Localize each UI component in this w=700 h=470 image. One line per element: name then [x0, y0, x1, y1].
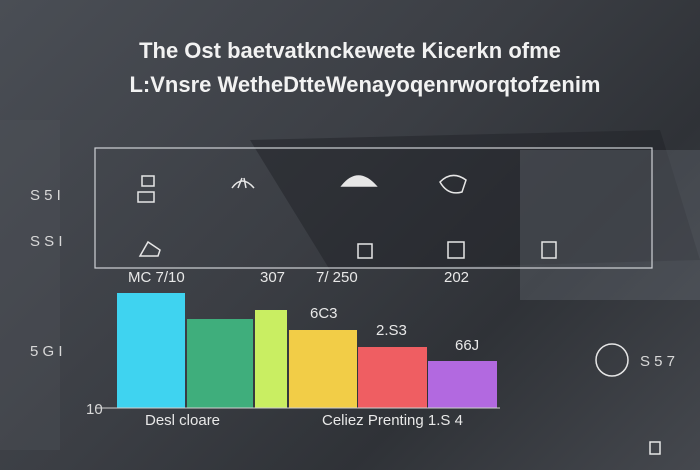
bg-screen: [520, 150, 700, 300]
side-label: S S I: [30, 233, 63, 250]
bar: [358, 347, 427, 408]
bar-label: 66J: [455, 337, 479, 354]
bg-paper: [0, 120, 60, 450]
bg-device: [250, 130, 700, 270]
bar-label: MC 7/10: [128, 269, 185, 286]
footer-label: Celiez Prenting 1.S 4: [322, 412, 463, 429]
icon-panel: [94, 147, 653, 269]
side-label: 5 G I: [30, 343, 63, 360]
bar-label: 6C3: [310, 305, 338, 322]
bar-label: 2.S3: [376, 322, 407, 339]
icons: [137, 174, 661, 455]
side-label: 10: [86, 401, 103, 418]
bar: [289, 330, 357, 408]
side-label: S 5 I: [30, 187, 61, 204]
right-label: S 5 7: [640, 353, 675, 370]
bar-label: 307: [260, 269, 285, 286]
bar: [187, 319, 253, 408]
bar: [255, 310, 287, 408]
title: The Ost baetvatknckewete Kicerkn ofme: [139, 38, 561, 63]
bar: [428, 361, 497, 408]
bar-label: 7/ 250: [316, 269, 358, 286]
bar: [117, 293, 185, 408]
subtitle: L:Vnsre WetheDtteWenayoqenrworqtofzenim: [129, 72, 600, 97]
footer-label: Desl cloare: [145, 412, 220, 429]
bars: [117, 293, 497, 408]
bar-label: 202: [444, 269, 469, 286]
